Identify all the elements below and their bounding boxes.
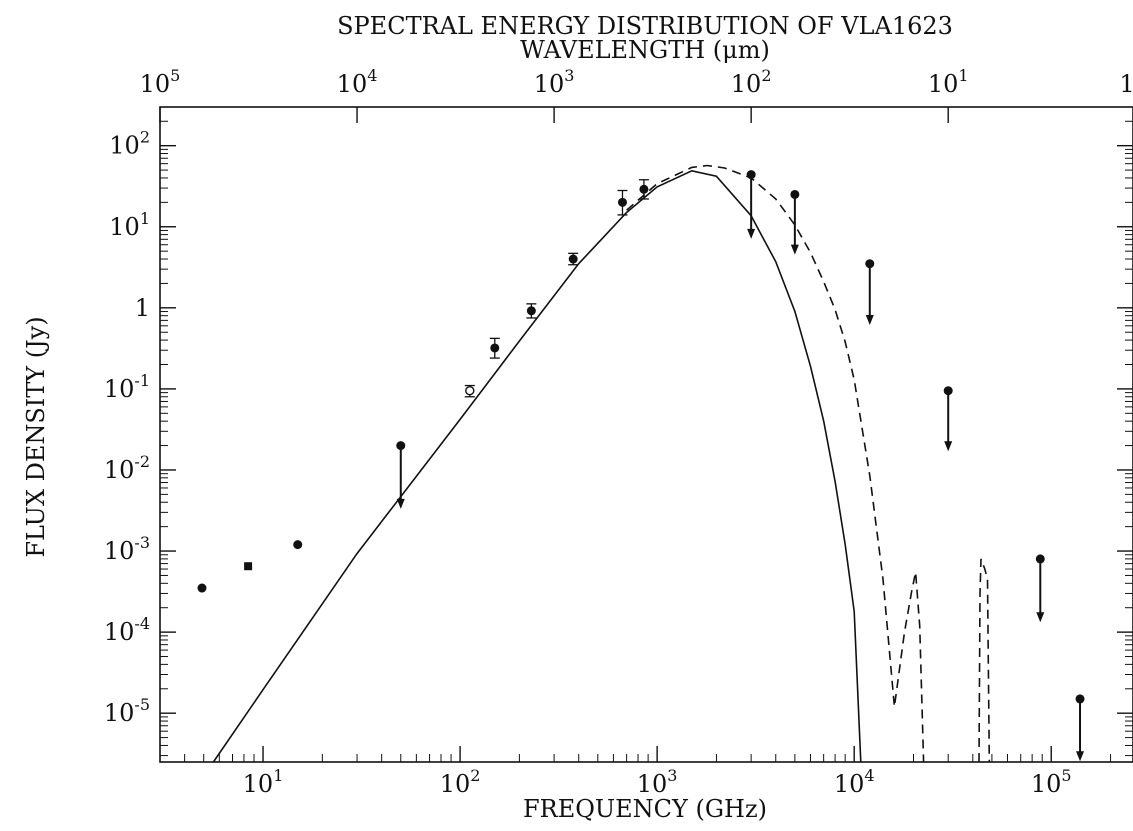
top-axis-label: WAVELENGTH (μm) <box>520 36 770 64</box>
data-point <box>617 197 627 207</box>
data-point <box>244 562 253 571</box>
y-tick-label: 10-4 <box>104 614 150 646</box>
x-tick-label: 105 <box>1031 766 1072 798</box>
y-axis-label: FLUX DENSITY (Jy) <box>22 316 50 557</box>
data-point <box>526 306 536 316</box>
x-tick-label: 102 <box>440 766 481 798</box>
upper-limit-point <box>865 259 875 269</box>
upper-limit-point <box>790 189 800 199</box>
data-point <box>639 184 649 194</box>
data-point <box>465 386 475 396</box>
top-tick-label: 102 <box>731 66 772 98</box>
upper-limit-point <box>943 386 953 396</box>
upper-limit-point <box>1075 694 1085 704</box>
x-tick-label: 101 <box>243 766 284 798</box>
data-point <box>490 343 500 353</box>
top-tick-label: 101 <box>928 66 969 98</box>
y-tick-label: 10-1 <box>104 371 150 403</box>
model-curves <box>212 164 991 763</box>
y-tick-label: 102 <box>109 128 150 160</box>
upper-limit-point <box>396 441 406 451</box>
top-tick-label: 103 <box>534 66 575 98</box>
upper-limit-point <box>746 170 756 180</box>
y-tick-label: 10-3 <box>104 533 150 565</box>
axis-ticks <box>159 106 1133 762</box>
plot-frame <box>159 106 1133 763</box>
top-tick-label: 104 <box>337 66 378 98</box>
y-tick-label: 10-5 <box>104 695 150 727</box>
tick-labels: 105 104 103 102 101 1 101 102 103 104 105 102 101 1 10… <box>104 66 1133 798</box>
upper-limit-arrowhead <box>790 244 799 255</box>
data-point <box>293 540 303 550</box>
upper-limit-arrowhead <box>396 498 405 509</box>
data-point <box>197 583 207 593</box>
upper-limit-arrowhead <box>1076 751 1085 762</box>
model-curve-solid <box>212 169 862 763</box>
x-tick-label: 103 <box>637 766 678 798</box>
x-axis-label: FREQUENCY (GHz) <box>523 795 767 823</box>
y-tick-label: 10-2 <box>104 452 150 484</box>
upper-limit-point <box>1035 554 1045 564</box>
x-tick-label: 104 <box>834 766 875 798</box>
top-tick-label: 1 <box>1119 70 1133 98</box>
upper-limit-arrowhead <box>1036 612 1045 623</box>
chart-title: SPECTRAL ENERGY DISTRIBUTION OF VLA1623 <box>337 12 953 40</box>
top-tick-label: 105 <box>140 66 181 98</box>
y-tick-label: 1 <box>135 294 150 322</box>
upper-limit-arrowhead <box>865 314 874 325</box>
model-curve-dashed <box>626 164 991 763</box>
y-tick-label: 101 <box>109 209 150 241</box>
data-point <box>568 254 578 264</box>
upper-limit-arrowhead <box>747 228 756 239</box>
data-marks <box>197 170 1085 762</box>
upper-limit-arrowhead <box>944 441 953 452</box>
